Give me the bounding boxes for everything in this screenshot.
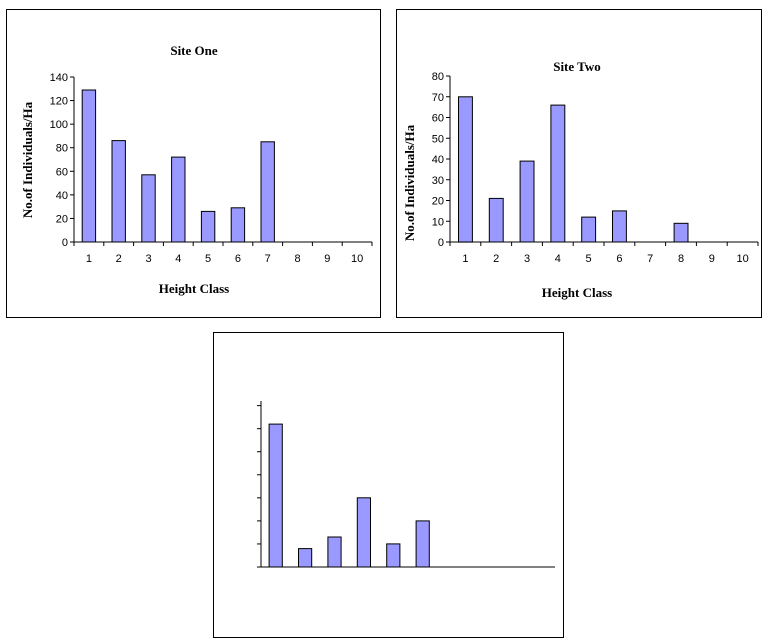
bar-5: [386, 543, 401, 568]
x-tick-label: 8: [678, 253, 684, 265]
x-tick-label: 8: [294, 253, 300, 265]
bar-8: [673, 222, 689, 243]
chart-third: [257, 401, 555, 568]
x-tick-label: 4: [175, 253, 181, 265]
x-tick-label: 5: [205, 253, 211, 265]
x-tick-label: 10: [351, 253, 363, 265]
y-tick-label: 10: [432, 216, 444, 228]
bar-1: [268, 423, 283, 568]
chart-panel-site-one: Site One Height Class No.of Individuals/Ha…: [6, 9, 381, 318]
y-tick-label: 140: [50, 72, 68, 84]
bar-4: [356, 497, 372, 568]
bar-6: [415, 520, 430, 568]
x-tick-label: 7: [265, 253, 271, 265]
x-tick-label: 9: [709, 253, 715, 265]
y-tick-label: 80: [432, 71, 444, 83]
x-tick-label: 4: [555, 253, 561, 265]
bar-6: [612, 210, 627, 243]
bar-1: [458, 96, 473, 243]
y-tick-label: 20: [56, 213, 68, 225]
x-tick-label: 3: [524, 253, 530, 265]
y-tick-label: 80: [56, 143, 68, 155]
x-tick-label: 10: [736, 253, 748, 265]
y-tick-label: 50: [432, 133, 444, 145]
bar-7: [260, 141, 275, 243]
y-tick-label: 0: [438, 237, 444, 249]
chart-site-two: Site Two Height Class No.of Individuals/Ha…: [402, 59, 759, 300]
x-tick-label: 6: [616, 253, 622, 265]
x-tick-label: 2: [116, 253, 122, 265]
bar-3: [327, 536, 342, 568]
x-tick-label: 7: [647, 253, 653, 265]
bar-2: [488, 197, 504, 243]
bar-2: [111, 140, 126, 243]
bar-6: [230, 207, 246, 243]
x-tick-label: 2: [493, 253, 499, 265]
y-tick-label: 40: [56, 190, 68, 202]
x-tick-label: 1: [86, 253, 92, 265]
x-tick-label: 6: [235, 253, 241, 265]
bar-4: [550, 104, 566, 243]
y-axis-label: No.of Individuals/Ha: [402, 124, 417, 241]
y-tick-label: 60: [432, 113, 444, 125]
chart-panel-third: [213, 332, 564, 638]
bar-5: [581, 216, 597, 243]
x-tick-label: 5: [586, 253, 592, 265]
bar-1: [81, 89, 97, 243]
chart-title: Site One: [170, 43, 218, 58]
y-tick-label: 40: [432, 154, 444, 166]
bar-5: [200, 210, 216, 243]
chart-site-one: Site One Height Class No.of Individuals/Ha…: [20, 43, 373, 296]
x-tick-label: 3: [145, 253, 151, 265]
y-tick-label: 30: [432, 175, 444, 187]
y-tick-label: 60: [56, 166, 68, 178]
bar-4: [171, 156, 186, 243]
bar-2: [298, 548, 313, 568]
y-tick-label: 0: [62, 237, 68, 249]
chart-panel-site-two: Site Two Height Class No.of Individuals/Ha…: [396, 9, 762, 318]
x-axis-label: Height Class: [542, 285, 612, 300]
y-tick-label: 70: [432, 92, 444, 104]
y-axis-label: No.of Individuals/Ha: [20, 101, 35, 218]
y-tick-label: 120: [50, 96, 68, 108]
y-tick-label: 100: [50, 119, 68, 131]
y-tick-label: 20: [432, 196, 444, 208]
x-axis-label: Height Class: [159, 281, 229, 296]
x-tick-label: 1: [462, 253, 468, 265]
bar-3: [141, 174, 156, 243]
x-tick-label: 9: [324, 253, 330, 265]
chart-title: Site Two: [553, 59, 601, 74]
bar-3: [519, 160, 535, 243]
